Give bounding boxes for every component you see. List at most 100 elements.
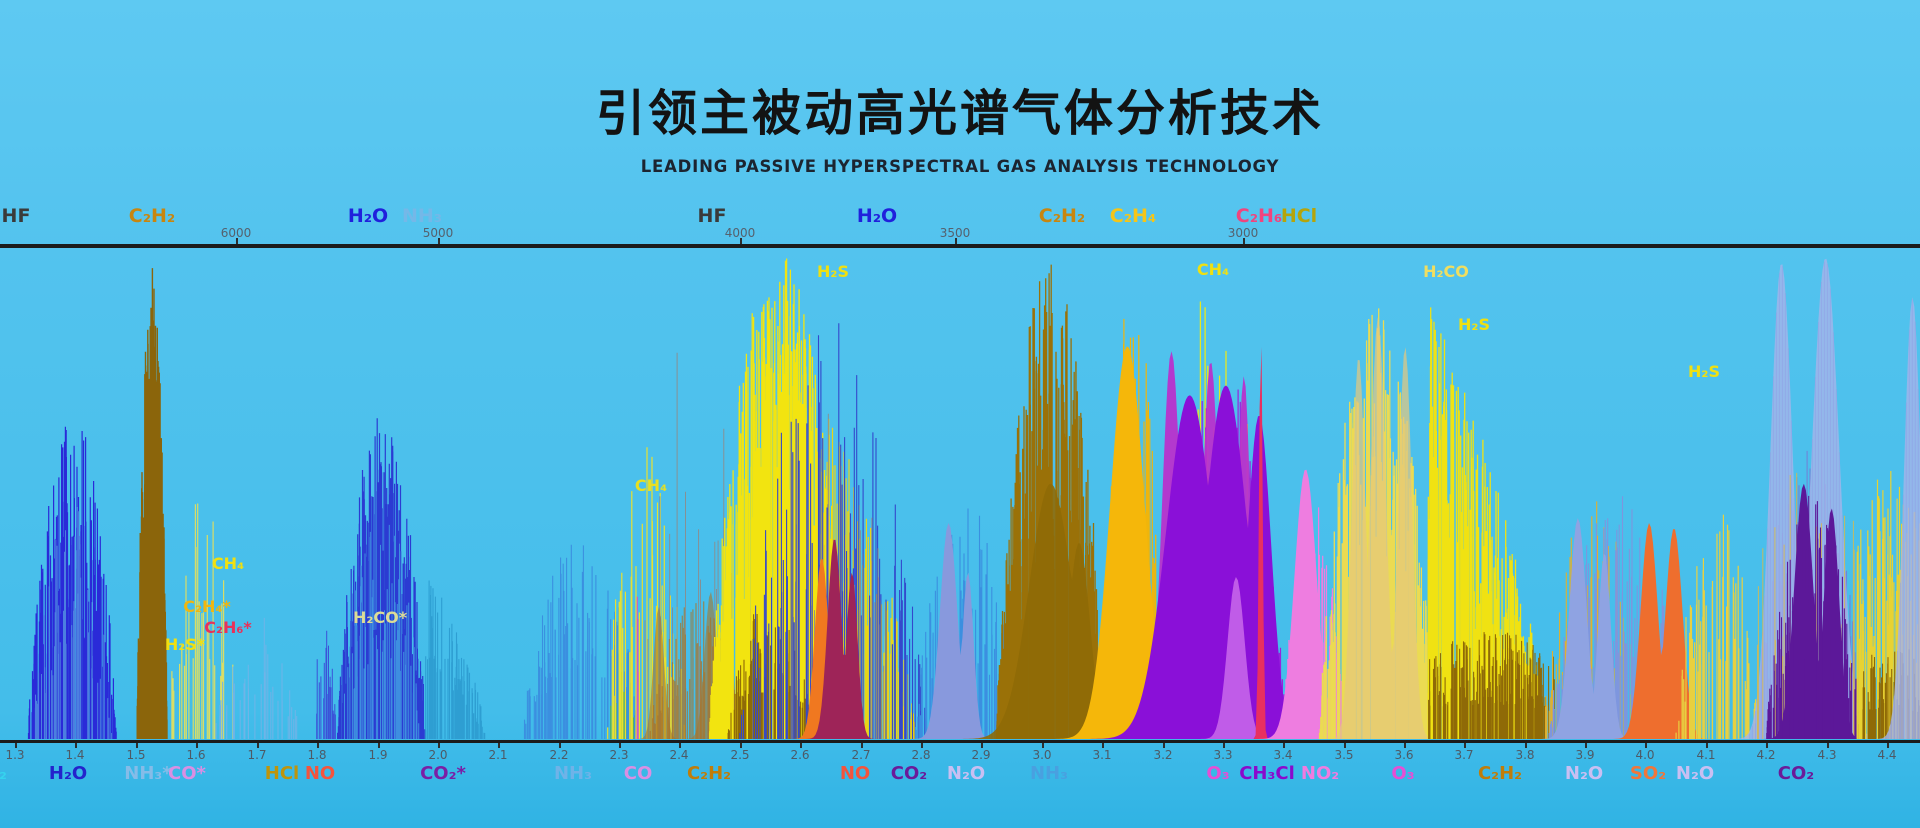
bottom-gas-label: H₂O xyxy=(48,763,88,784)
spectral-band xyxy=(1199,577,1273,739)
chart-gas-label: H₂S xyxy=(817,262,849,281)
wavelength-tick-label: 3.0 xyxy=(1032,748,1052,762)
bottom-gas-label: C₂H₂ xyxy=(1477,763,1523,784)
page-title: 引领主被动高光谱气体分析技术 xyxy=(595,85,1324,142)
spectral-band xyxy=(316,630,336,739)
spectral-band xyxy=(805,539,876,739)
bottom-gas-label: O₃ xyxy=(1206,763,1230,784)
wavelength-tick-mark xyxy=(619,743,621,748)
wavelength-tick-label: 1.5 xyxy=(126,748,146,762)
wavelength-tick-mark xyxy=(378,743,380,748)
bottom-gas-label: NH₃* xyxy=(124,763,172,784)
wavelength-tick-label: 1.8 xyxy=(307,748,327,762)
wavelength-tick-mark xyxy=(1645,743,1647,748)
wavelength-tick-mark xyxy=(438,743,440,748)
top-gas-label: HF xyxy=(1,205,31,227)
wavelength-tick-mark xyxy=(1464,743,1466,748)
chart-gas-label: C₂H₄* xyxy=(183,597,231,616)
spectral-band xyxy=(1329,317,1435,739)
wavelength-tick-mark xyxy=(800,743,802,748)
wavelength-tick-mark xyxy=(1163,743,1165,748)
wavelength-tick-mark xyxy=(1283,743,1285,748)
wavelength-tick-label: 1.4 xyxy=(65,748,85,762)
wavenumber-tick-label: 3000 xyxy=(1227,226,1259,240)
wavelength-tick-mark xyxy=(1585,743,1587,748)
wavenumber-tick-mark xyxy=(236,238,238,244)
bottom-gas-label: NO₂ xyxy=(1300,763,1340,784)
top-gas-label: H₂O xyxy=(347,205,389,227)
wavelength-tick-mark xyxy=(679,743,681,748)
wavelength-tick-label: 4.2 xyxy=(1756,748,1776,762)
bottom-axis-line xyxy=(0,740,1920,743)
spectral-band-N₂O xyxy=(1541,518,1632,739)
wavelength-tick-mark xyxy=(1887,743,1889,748)
wavelength-tick-label: 2.9 xyxy=(971,748,991,762)
spectral-band-NO₂ xyxy=(1258,469,1353,739)
wavenumber-tick-label: 4000 xyxy=(724,226,756,240)
bottom-gas-label: N₂O xyxy=(1675,763,1715,784)
spectral-band xyxy=(344,524,420,739)
bottom-gas-label: ₂ xyxy=(0,763,7,784)
bottom-gas-label: CH₃Cl xyxy=(1239,763,1295,784)
wavelength-tick-label: 2.2 xyxy=(549,748,569,762)
wavelength-tick-mark xyxy=(257,743,259,748)
spectral-band-H₂CO* xyxy=(337,418,427,739)
wavelength-tick-label: 3.7 xyxy=(1454,748,1474,762)
wavelength-tick-mark xyxy=(1404,743,1406,748)
bottom-gas-label: CO* xyxy=(168,763,206,784)
wavelength-tick-label: 2.1 xyxy=(488,748,508,762)
wavelength-tick-label: 2.0 xyxy=(428,748,448,762)
wavelength-tick-label: 2.6 xyxy=(790,748,810,762)
bottom-gas-label: NH₃ xyxy=(1029,763,1069,784)
wavelength-tick-label: 2.4 xyxy=(669,748,689,762)
wavelength-tick-label: 4.1 xyxy=(1696,748,1716,762)
wavelength-tick-mark xyxy=(15,743,17,748)
top-gas-label: NH₃ xyxy=(401,205,443,227)
chart-gas-label: CH₄ xyxy=(211,554,245,573)
top-gas-label: H₂O xyxy=(856,205,898,227)
wavelength-tick-label: 3.2 xyxy=(1153,748,1173,762)
wavelength-tick-label: 4.0 xyxy=(1635,748,1655,762)
chart-gas-label: H₂CO* xyxy=(352,608,408,627)
top-gas-label: C₂H₂ xyxy=(128,205,176,227)
wavelength-tick-mark xyxy=(1706,743,1708,748)
wavelength-tick-mark xyxy=(196,743,198,748)
wavelength-tick-mark xyxy=(1042,743,1044,748)
page-subtitle: LEADING PASSIVE HYPERSPECTRAL GAS ANALYS… xyxy=(640,157,1280,176)
wavenumber-tick-mark xyxy=(438,238,440,244)
spectra-chart xyxy=(27,258,1920,739)
spectral-band xyxy=(1253,346,1269,739)
top-axis-line xyxy=(0,244,1920,248)
bottom-gas-label: NO xyxy=(304,763,336,784)
wavelength-tick-label: 3.4 xyxy=(1273,748,1293,762)
wavenumber-tick-label: 5000 xyxy=(422,226,454,240)
spectral-band xyxy=(1675,514,1761,739)
wavelength-tick-mark xyxy=(75,743,77,748)
bottom-gas-label: SO₂ xyxy=(1629,763,1667,784)
top-gas-label: C₂H₆ xyxy=(1235,205,1283,227)
top-gas-label: C₂H₄ xyxy=(1109,205,1157,227)
spectral-band xyxy=(1876,297,1920,739)
wavelength-tick-mark xyxy=(136,743,138,748)
wavelength-tick-mark xyxy=(1525,743,1527,748)
bottom-gas-label: N₂O xyxy=(946,763,986,784)
wavenumber-tick-mark xyxy=(955,238,957,244)
bottom-gas-label: CO₂ xyxy=(1777,763,1815,784)
wavenumber-tick-mark xyxy=(740,238,742,244)
spectral-band-CO₂* xyxy=(425,580,486,739)
bottom-gas-label: N₂O xyxy=(1564,763,1604,784)
chart-gas-label: H₂S xyxy=(1688,362,1720,381)
wavelength-tick-label: 1.6 xyxy=(186,748,206,762)
chart-gas-label: H₂S* xyxy=(164,635,206,654)
wavenumber-tick-label: 6000 xyxy=(220,226,252,240)
bottom-gas-label: CO₂* xyxy=(420,763,466,784)
spectral-band xyxy=(960,483,1142,739)
wavelength-tick-label: 3.5 xyxy=(1334,748,1354,762)
chart-gas-label: CH₄ xyxy=(634,476,668,495)
wavelength-tick-mark xyxy=(1223,743,1225,748)
bottom-gas-label: HCl xyxy=(264,763,300,784)
bottom-gas-label: CO₂ xyxy=(890,763,928,784)
top-gas-label: C₂H₂ xyxy=(1038,205,1086,227)
chart-gas-label: CH₄ xyxy=(1196,260,1230,279)
